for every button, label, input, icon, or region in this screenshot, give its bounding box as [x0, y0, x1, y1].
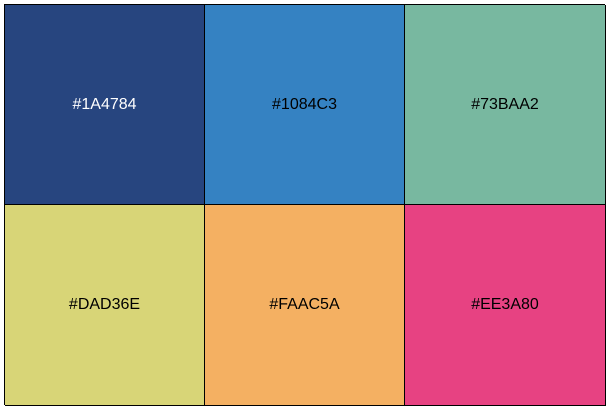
color-swatch-grid: #1A4784 #1084C3 #73BAA2 #DAD36E #FAAC5A …: [4, 4, 606, 406]
swatch-2: #1084C3: [205, 5, 405, 205]
swatch-label: #1084C3: [272, 95, 337, 113]
swatch-label: #EE3A80: [471, 296, 539, 313]
swatch-label: #1A4784: [72, 95, 137, 113]
swatch-1: #1A4784: [5, 5, 205, 205]
swatch-label: #FAAC5A: [269, 296, 340, 313]
swatch-label: #73BAA2: [471, 95, 539, 113]
swatch-3: #73BAA2: [405, 5, 606, 205]
swatch-label: #DAD36E: [68, 296, 141, 313]
swatch-5: #FAAC5A: [205, 205, 405, 406]
swatch-6: #EE3A80: [405, 205, 606, 406]
swatch-4: #DAD36E: [5, 205, 205, 406]
